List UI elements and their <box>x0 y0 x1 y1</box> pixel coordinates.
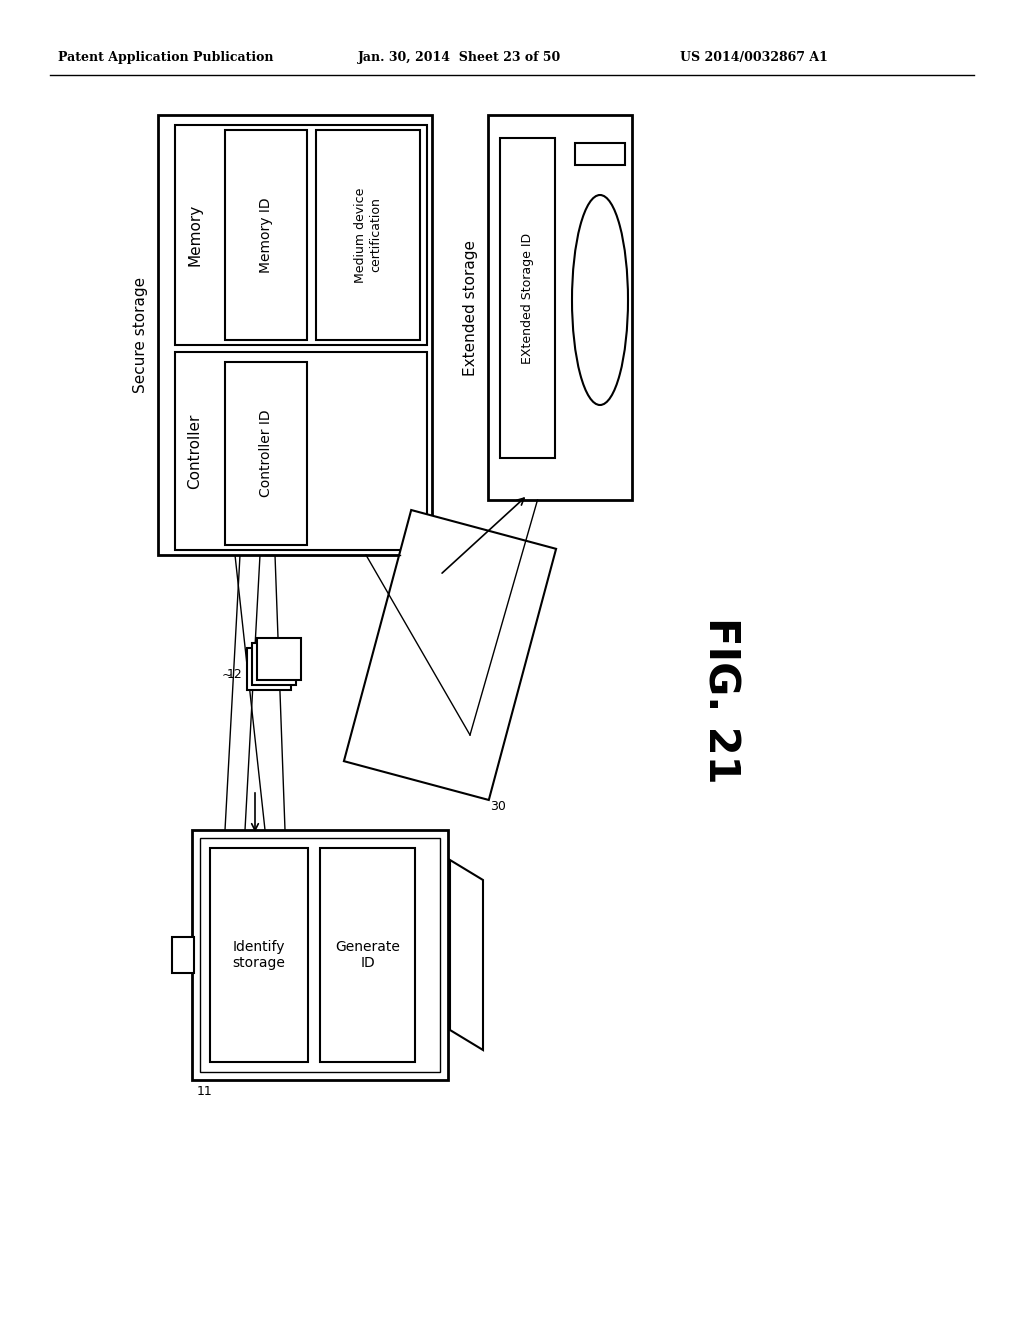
Text: Jan. 30, 2014  Sheet 23 of 50: Jan. 30, 2014 Sheet 23 of 50 <box>358 51 561 65</box>
Bar <box>210 847 308 1063</box>
Bar <box>316 129 420 341</box>
Bar <box>319 847 415 1063</box>
Bar <box>257 638 301 680</box>
Bar <box>225 362 307 545</box>
Text: Patent Application Publication: Patent Application Publication <box>58 51 273 65</box>
Text: Generate
ID: Generate ID <box>335 940 400 970</box>
Bar <box>172 937 194 973</box>
Text: 30: 30 <box>490 800 506 813</box>
Polygon shape <box>344 510 556 800</box>
Bar <box>575 143 625 165</box>
Ellipse shape <box>572 195 628 405</box>
Bar <box>252 643 296 685</box>
Bar <box>488 115 632 500</box>
Bar <box>247 648 291 690</box>
Text: Secure storage: Secure storage <box>133 277 148 393</box>
Polygon shape <box>450 861 483 1049</box>
Text: 12: 12 <box>226 668 242 681</box>
Text: Controller ID: Controller ID <box>259 409 273 498</box>
Text: Medium device
certification: Medium device certification <box>354 187 382 282</box>
Bar <box>175 352 427 550</box>
Bar <box>225 129 307 341</box>
Text: Memory: Memory <box>187 203 203 267</box>
Bar <box>500 139 555 458</box>
Text: Identify
storage: Identify storage <box>232 940 286 970</box>
Text: EXtended Storage ID: EXtended Storage ID <box>521 232 534 363</box>
Text: FIG. 21: FIG. 21 <box>699 616 741 783</box>
Bar <box>158 115 432 554</box>
Text: Controller: Controller <box>187 413 203 488</box>
Text: 11: 11 <box>197 1085 213 1098</box>
Text: Memory ID: Memory ID <box>259 197 273 273</box>
Bar <box>175 125 427 345</box>
Bar <box>200 838 440 1072</box>
Text: US 2014/0032867 A1: US 2014/0032867 A1 <box>680 51 827 65</box>
Text: ~: ~ <box>221 668 232 681</box>
Text: Extended storage: Extended storage <box>463 239 478 375</box>
Bar <box>193 830 449 1080</box>
